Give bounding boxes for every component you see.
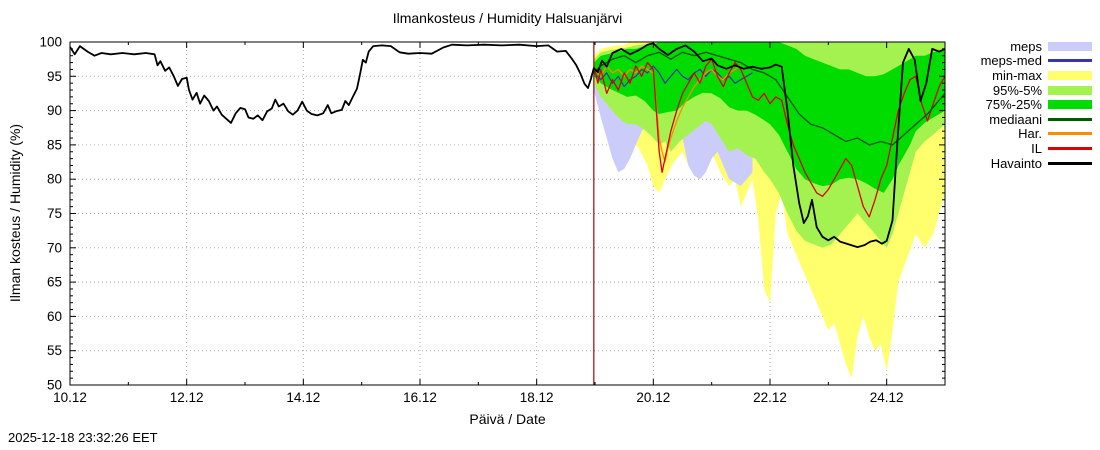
legend-swatch-band xyxy=(1048,85,1092,95)
svg-text:18.12: 18.12 xyxy=(520,390,554,405)
legend-swatch-line xyxy=(1048,117,1092,121)
svg-text:70: 70 xyxy=(47,240,62,255)
legend-label: mediaani xyxy=(989,111,1042,127)
svg-text:24.12: 24.12 xyxy=(870,390,904,405)
svg-text:22.12: 22.12 xyxy=(753,390,787,405)
legend-item-meps-med: meps-med xyxy=(942,53,1092,69)
legend-swatch-line xyxy=(1048,146,1092,150)
legend-label: min-max xyxy=(992,67,1042,83)
legend: meps meps-med min-max 95%-5% 75%-25% med… xyxy=(942,39,1092,171)
svg-text:55: 55 xyxy=(47,343,62,358)
x-axis-label: Päivä / Date xyxy=(469,411,546,427)
svg-text:100: 100 xyxy=(39,35,62,50)
legend-item-havainto: Havainto xyxy=(942,156,1092,171)
svg-text:80: 80 xyxy=(47,172,62,187)
legend-swatch-band xyxy=(1048,100,1092,110)
legend-swatch-line xyxy=(1048,161,1092,165)
svg-text:16.12: 16.12 xyxy=(403,390,437,405)
svg-text:75: 75 xyxy=(47,206,62,221)
legend-item-min-max: min-max xyxy=(942,68,1092,83)
legend-label: Havainto xyxy=(990,155,1042,171)
svg-text:95: 95 xyxy=(47,69,62,84)
generation-timestamp: 2025-12-18 23:32:26 EET xyxy=(8,430,158,445)
legend-label: 95%-5% xyxy=(992,82,1042,98)
legend-label: meps-med xyxy=(980,53,1042,69)
legend-swatch-line xyxy=(1048,132,1092,136)
legend-item-har: Har. xyxy=(942,126,1092,142)
svg-text:12.12: 12.12 xyxy=(170,390,204,405)
legend-item-75-25: 75%-25% xyxy=(942,97,1092,112)
legend-item-il: IL xyxy=(942,141,1092,156)
legend-item-meps: meps xyxy=(942,39,1092,54)
y-axis-label: Ilman kosteus / Humidity (%) xyxy=(7,123,23,303)
legend-swatch-line xyxy=(1048,59,1092,63)
svg-text:60: 60 xyxy=(47,309,62,324)
legend-item-95-5: 95%-5% xyxy=(942,83,1092,98)
chart-title: Ilmankosteus / Humidity Halsuanjärvi xyxy=(392,10,623,26)
legend-swatch-band xyxy=(1048,41,1092,51)
legend-swatch-band xyxy=(1048,70,1092,80)
svg-text:14.12: 14.12 xyxy=(286,390,320,405)
legend-label: Har. xyxy=(1018,126,1042,142)
legend-label: 75%-25% xyxy=(985,97,1042,113)
svg-text:65: 65 xyxy=(47,275,62,290)
svg-text:20.12: 20.12 xyxy=(636,390,670,405)
legend-item-mediaani: mediaani xyxy=(942,112,1092,127)
svg-text:90: 90 xyxy=(47,103,62,118)
svg-text:50: 50 xyxy=(47,378,62,393)
legend-label: meps xyxy=(1010,38,1042,54)
legend-label: IL xyxy=(1031,140,1042,156)
svg-text:85: 85 xyxy=(47,137,62,152)
svg-text:10.12: 10.12 xyxy=(53,390,87,405)
